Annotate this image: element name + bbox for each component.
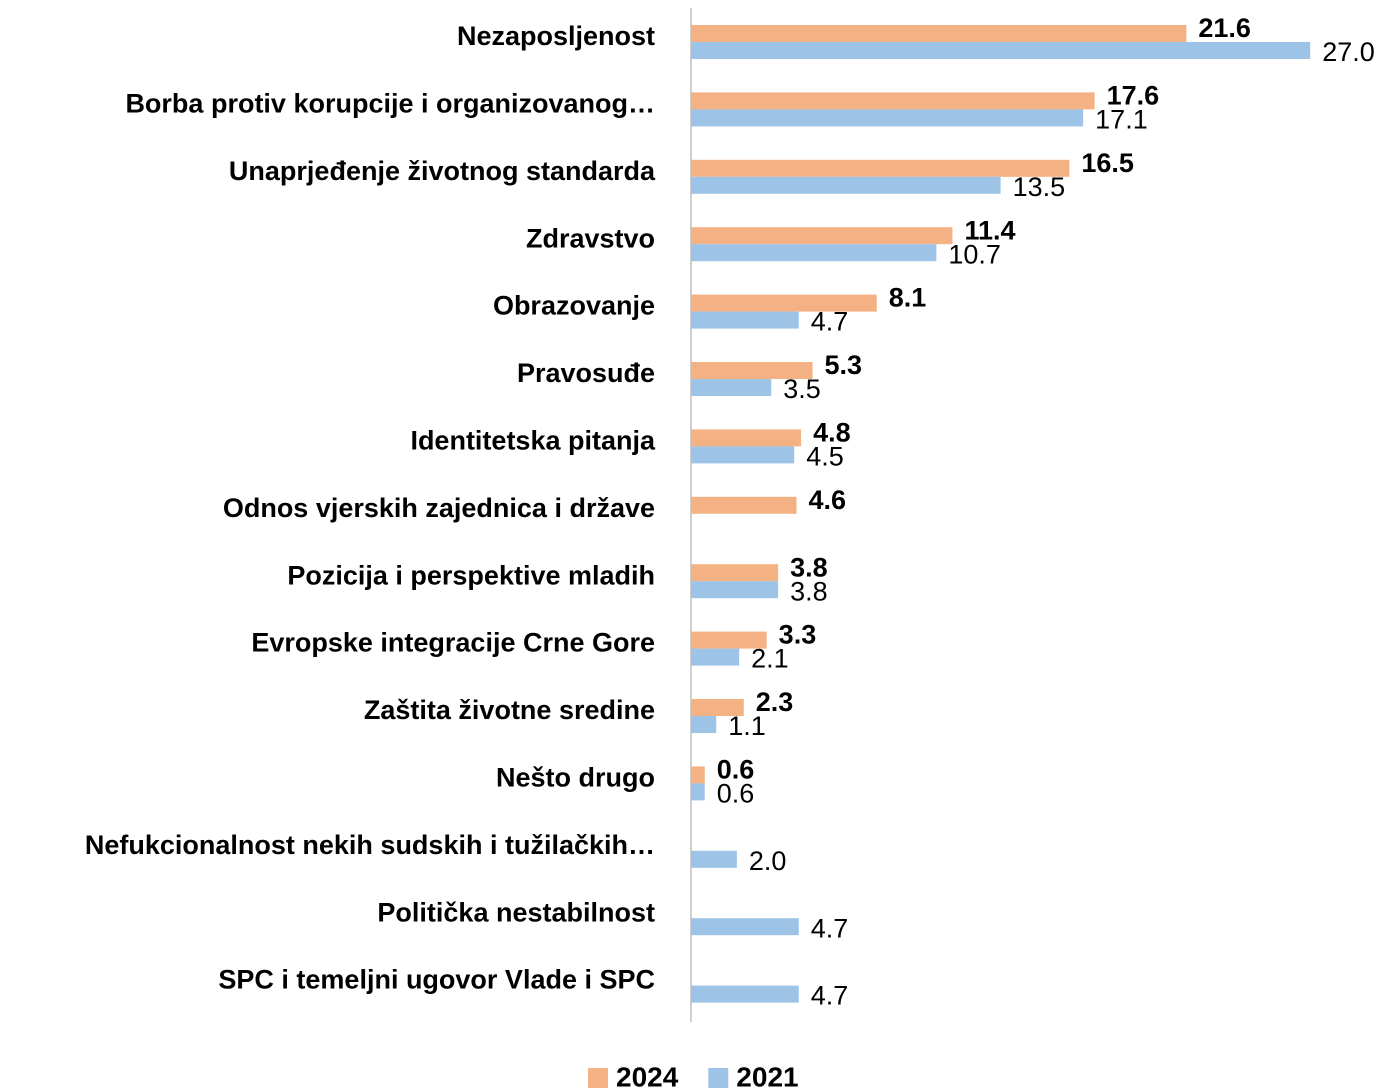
bar bbox=[691, 783, 705, 801]
bar bbox=[691, 850, 737, 868]
value-label: 4.6 bbox=[808, 485, 846, 515]
bar bbox=[691, 564, 779, 582]
value-label: 5.3 bbox=[825, 350, 863, 380]
legend-swatch bbox=[588, 1068, 608, 1088]
category-label: Obrazovanje bbox=[493, 291, 655, 321]
bar bbox=[691, 716, 717, 733]
value-label: 3.8 bbox=[790, 552, 828, 582]
category-label: Zaštita životne sredine bbox=[364, 695, 655, 725]
category-label: Evropske integracije Crne Gore bbox=[251, 628, 655, 658]
legend-label: 2021 bbox=[736, 1061, 798, 1091]
bar bbox=[691, 159, 1070, 177]
bar bbox=[691, 227, 953, 245]
value-label: 4.7 bbox=[811, 307, 849, 337]
category-label: Politička nestabilnost bbox=[377, 897, 655, 927]
bar bbox=[691, 496, 797, 514]
value-label: 4.8 bbox=[813, 418, 851, 448]
value-label: 4.5 bbox=[806, 442, 844, 472]
bar bbox=[691, 379, 772, 396]
category-label: Pravosuđe bbox=[517, 358, 655, 388]
value-label: 4.7 bbox=[811, 981, 849, 1011]
bar bbox=[691, 429, 802, 447]
category-label: Unaprjeđenje životnog standarda bbox=[229, 156, 656, 186]
bar bbox=[691, 446, 795, 464]
value-label: 10.7 bbox=[948, 239, 1001, 269]
legend-swatch bbox=[708, 1068, 729, 1088]
category-label: Zdravstvo bbox=[526, 223, 655, 253]
bar bbox=[691, 25, 1187, 42]
category-label: Odnos vjerskih zajednica i države bbox=[223, 493, 655, 523]
bar bbox=[691, 42, 1311, 59]
value-label: 2.0 bbox=[749, 846, 787, 876]
value-label: 2.1 bbox=[751, 644, 789, 674]
bar bbox=[691, 109, 1084, 127]
category-label: SPC i temeljni ugovor Vlade i SPC bbox=[218, 965, 655, 995]
category-label: Pozicija i perspektive mladih bbox=[287, 560, 655, 590]
value-label: 11.4 bbox=[964, 215, 1015, 245]
value-label: 4.7 bbox=[811, 913, 849, 943]
category-label: Identitetska pitanja bbox=[410, 426, 656, 456]
bar bbox=[691, 362, 813, 379]
value-label: 8.1 bbox=[889, 283, 927, 313]
value-label: 13.5 bbox=[1013, 172, 1066, 202]
category-label: Nefukcionalnost nekih sudskih i tužilačk… bbox=[85, 830, 655, 860]
value-label: 16.5 bbox=[1081, 148, 1134, 178]
bar bbox=[691, 92, 1095, 110]
bar bbox=[691, 294, 877, 312]
bar bbox=[691, 985, 799, 1003]
category-label: Borba protiv korupcije i organizovanog… bbox=[125, 89, 655, 119]
value-label: 27.0 bbox=[1322, 37, 1375, 67]
bar bbox=[691, 631, 767, 649]
value-label: 17.1 bbox=[1095, 105, 1148, 135]
value-label: 3.8 bbox=[790, 576, 828, 606]
category-label: Nezaposljenost bbox=[457, 21, 655, 51]
value-label: 2.3 bbox=[756, 687, 794, 717]
value-label: 3.3 bbox=[779, 620, 817, 650]
value-label: 1.1 bbox=[728, 711, 766, 741]
bar bbox=[691, 581, 779, 599]
category-label: Nešto drugo bbox=[496, 763, 655, 793]
bar bbox=[691, 311, 799, 329]
bar bbox=[691, 648, 740, 666]
value-label: 17.6 bbox=[1107, 81, 1160, 111]
value-label: 21.6 bbox=[1198, 13, 1251, 43]
bar bbox=[691, 766, 705, 784]
bar bbox=[691, 918, 799, 936]
value-label: 3.5 bbox=[783, 374, 821, 404]
value-label: 0.6 bbox=[717, 755, 755, 785]
bar bbox=[691, 699, 744, 716]
value-label: 0.6 bbox=[717, 779, 755, 809]
bar bbox=[691, 176, 1001, 194]
bar bbox=[691, 244, 937, 262]
legend-label: 2024 bbox=[616, 1061, 679, 1091]
